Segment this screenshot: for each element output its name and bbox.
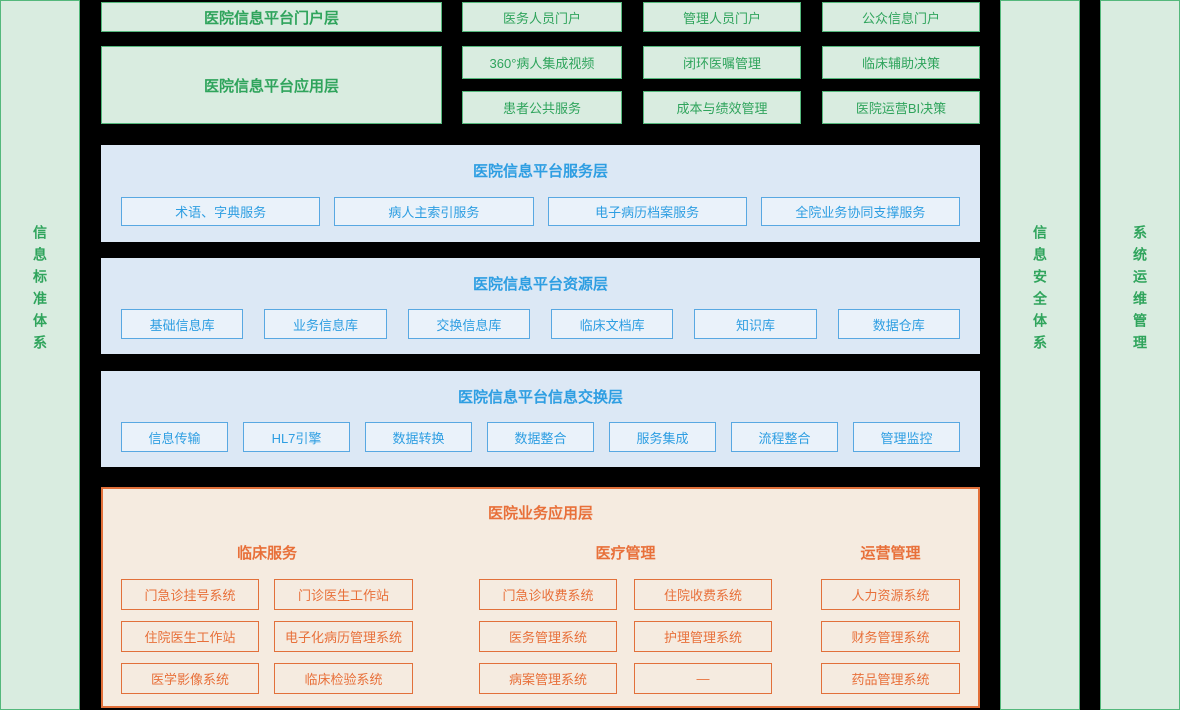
business-system-item: 临床检验系统 [274,663,413,694]
operations-label: 系统运维管理 [1132,225,1148,358]
business-system-item: 住院医生工作站 [121,621,259,652]
standards-label: 信息标准体系 [32,225,48,358]
application-item: 患者公共服务 [462,91,622,124]
exchange-item: 服务集成 [609,422,716,452]
business-layer-title: 医院业务应用层 [487,505,593,522]
application-item: 临床辅助决策 [822,46,980,79]
exchange-item: HL7引擎 [243,422,350,452]
medical-group-header: 医疗管理 [595,545,656,562]
application-item: 闭环医嘱管理 [643,46,801,79]
business-system-item: 门诊医生工作站 [274,579,413,610]
business-system-item: 药品管理系统 [821,663,960,694]
exchange-item: 数据整合 [487,422,594,452]
business-layer-section: 医院业务应用层 临床服务 医疗管理 运营管理 门急诊挂号系统 门诊医生工作站 住… [101,487,980,708]
resource-item: 基础信息库 [121,309,244,339]
operations-group: 人力资源系统 财务管理系统 药品管理系统 [821,579,960,694]
operations-group-header: 运营管理 [860,545,921,562]
exchange-row: 信息传输 HL7引擎 数据转换 数据整合 服务集成 流程整合 管理监控 [121,422,960,452]
resource-item: 知识库 [694,309,817,339]
resources-layer-section: 医院信息平台资源层 基础信息库 业务信息库 交换信息库 临床文档库 知识库 数据… [101,258,980,354]
portal-item: 公众信息门户 [822,2,980,32]
business-system-item: 人力资源系统 [821,579,960,610]
portal-item: 管理人员门户 [643,2,801,32]
service-item: 全院业务协同支撑服务 [760,197,960,226]
sidebar-operations: 系统运维管理 [1100,0,1180,710]
application-layer-box: 医院信息平台应用层 [101,46,442,124]
portal-item: 医务人员门户 [462,2,622,32]
business-system-item: 病案管理系统 [479,663,617,694]
services-row: 术语、字典服务 病人主索引服务 电子病历档案服务 全院业务协同支撑服务 [121,197,960,226]
business-system-item: 医学影像系统 [121,663,259,694]
medical-group: 门急诊收费系统 住院收费系统 医务管理系统 护理管理系统 病案管理系统 — [479,579,772,694]
business-system-item: 医务管理系统 [479,621,617,652]
portal-layer-box: 医院信息平台门户层 [101,2,442,32]
resource-item: 业务信息库 [264,309,387,339]
business-system-item-placeholder: — [634,663,772,694]
service-item: 术语、字典服务 [121,197,321,226]
application-item: 医院运营BI决策 [822,91,980,124]
clinical-group-header: 临床服务 [236,545,297,562]
exchange-layer-section: 医院信息平台信息交换层 信息传输 HL7引擎 数据转换 数据整合 服务集成 流程… [101,371,980,467]
exchange-layer-title: 医院信息平台信息交换层 [457,389,623,406]
resources-layer-title: 医院信息平台资源层 [472,276,608,293]
business-system-item: 电子化病历管理系统 [274,621,413,652]
resources-row: 基础信息库 业务信息库 交换信息库 临床文档库 知识库 数据仓库 [121,309,960,339]
resource-item: 数据仓库 [837,309,960,339]
security-label: 信息安全体系 [1032,225,1048,358]
business-system-item: 住院收费系统 [634,579,772,610]
exchange-item: 管理监控 [853,422,960,452]
business-system-item: 门急诊挂号系统 [121,579,259,610]
resource-item: 临床文档库 [550,309,674,339]
business-system-item: 门急诊收费系统 [479,579,617,610]
exchange-item: 数据转换 [365,422,472,452]
clinical-group: 门急诊挂号系统 门诊医生工作站 住院医生工作站 电子化病历管理系统 医学影像系统… [121,579,413,694]
resource-item: 交换信息库 [407,309,530,339]
service-item: 电子病历档案服务 [547,197,747,226]
application-item: 360°病人集成视频 [462,46,622,79]
services-layer-title: 医院信息平台服务层 [472,163,608,180]
application-item: 成本与绩效管理 [643,91,801,124]
sidebar-standards: 信息标准体系 [0,0,80,710]
service-item: 病人主索引服务 [334,197,534,226]
exchange-item: 流程整合 [731,422,838,452]
business-system-item: 护理管理系统 [634,621,772,652]
sidebar-security: 信息安全体系 [1000,0,1080,710]
business-system-item: 财务管理系统 [821,621,960,652]
exchange-item: 信息传输 [121,422,228,452]
services-layer-section: 医院信息平台服务层 术语、字典服务 病人主索引服务 电子病历档案服务 全院业务协… [101,145,980,242]
